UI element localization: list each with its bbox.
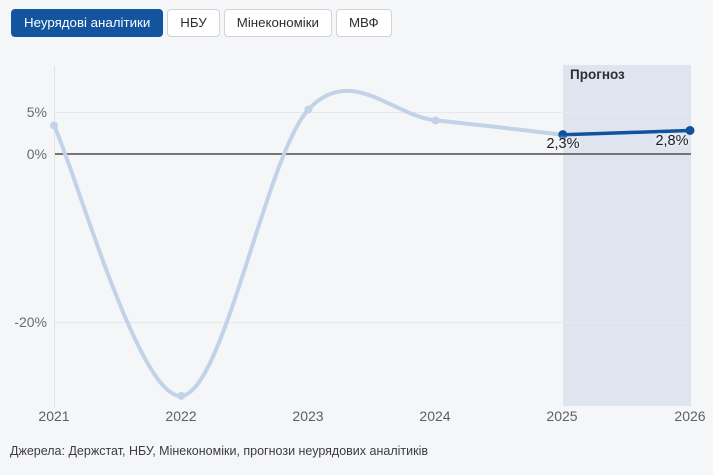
forecast-band — [563, 65, 691, 406]
forecast-band-label: Прогноз — [570, 67, 625, 82]
historical-point-2022 — [177, 391, 186, 400]
historical-point-2024 — [431, 116, 440, 125]
tab-imf[interactable]: МВФ — [335, 9, 392, 37]
x-tick-2024: 2024 — [419, 408, 451, 424]
y-axis-line — [54, 66, 55, 407]
tab-nongov-analysts[interactable]: Неурядові аналітики — [11, 9, 164, 37]
forecast-line-path — [561, 128, 692, 137]
x-tick-2022: 2022 — [165, 408, 197, 424]
x-tick-2026: 2026 — [674, 408, 706, 424]
historical-point-2023 — [304, 105, 313, 114]
historical-line-path — [52, 88, 565, 398]
x-tick-2021: 2021 — [38, 408, 70, 424]
gridline-neg20pct — [54, 322, 691, 323]
x-tick-2025: 2025 — [546, 408, 578, 424]
gridline-5pct — [54, 112, 691, 113]
tab-bar: Неурядові аналітики НБУ Мінекономіки МВФ — [11, 9, 392, 37]
tab-nbu[interactable]: НБУ — [167, 9, 220, 37]
forecast-point-2025 — [558, 130, 568, 140]
historical-point-2021 — [50, 121, 58, 130]
y-tick-0: 0% — [26, 146, 47, 162]
value-label-2026: 2,8% — [655, 133, 689, 149]
source-note: Джерела: Держстат, НБУ, Мінекономіки, пр… — [10, 444, 428, 458]
x-tick-2023: 2023 — [292, 408, 324, 424]
y-tick-5: 5% — [26, 104, 47, 120]
y-tick-neg20: -20% — [14, 314, 47, 330]
tab-minekonomiky[interactable]: Мінекономіки — [223, 9, 332, 37]
value-label-2025: 2,3% — [546, 136, 580, 152]
forecast-point-2026 — [685, 125, 695, 135]
zero-line — [54, 153, 691, 155]
